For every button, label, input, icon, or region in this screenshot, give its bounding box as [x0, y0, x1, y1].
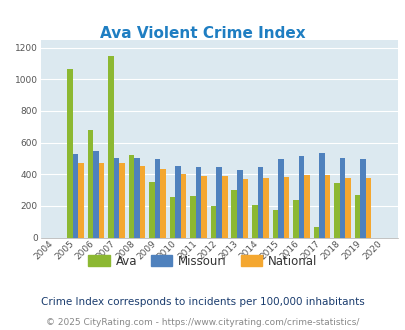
Bar	[72, 154, 78, 238]
Bar	[108, 56, 113, 238]
Bar	[231, 190, 237, 238]
Bar	[119, 163, 125, 238]
Bar	[196, 167, 201, 238]
Bar	[277, 159, 283, 238]
Bar	[354, 194, 359, 238]
Bar	[222, 176, 227, 238]
Bar	[365, 178, 371, 238]
Bar	[78, 163, 83, 238]
Bar	[292, 200, 298, 238]
Bar	[216, 167, 222, 238]
Text: © 2025 CityRating.com - https://www.cityrating.com/crime-statistics/: © 2025 CityRating.com - https://www.city…	[46, 318, 359, 327]
Bar	[211, 206, 216, 238]
Bar	[242, 179, 247, 238]
Bar	[333, 183, 339, 238]
Bar	[303, 175, 309, 238]
Bar	[93, 151, 98, 238]
Bar	[359, 159, 365, 238]
Bar	[272, 210, 277, 238]
Bar	[154, 159, 160, 238]
Bar	[149, 182, 154, 238]
Bar	[313, 226, 318, 238]
Bar	[128, 155, 134, 238]
Bar	[201, 176, 207, 238]
Bar	[324, 175, 329, 238]
Bar	[318, 153, 324, 238]
Bar	[67, 69, 72, 238]
Bar	[169, 197, 175, 238]
Text: Crime Index corresponds to incidents per 100,000 inhabitants: Crime Index corresponds to incidents per…	[41, 297, 364, 307]
Text: Ava Violent Crime Index: Ava Violent Crime Index	[100, 26, 305, 41]
Bar	[237, 170, 242, 238]
Bar	[262, 178, 268, 238]
Bar	[190, 196, 196, 238]
Bar	[98, 163, 104, 238]
Bar	[113, 158, 119, 238]
Bar	[181, 174, 186, 238]
Bar	[134, 158, 140, 238]
Bar	[140, 166, 145, 238]
Bar	[252, 206, 257, 238]
Bar	[344, 178, 350, 238]
Bar	[257, 167, 262, 238]
Bar	[87, 130, 93, 238]
Bar	[175, 166, 181, 238]
Bar	[283, 177, 288, 238]
Bar	[339, 158, 344, 238]
Bar	[160, 169, 166, 238]
Bar	[298, 155, 303, 238]
Legend: Ava, Missouri, National: Ava, Missouri, National	[83, 250, 322, 273]
